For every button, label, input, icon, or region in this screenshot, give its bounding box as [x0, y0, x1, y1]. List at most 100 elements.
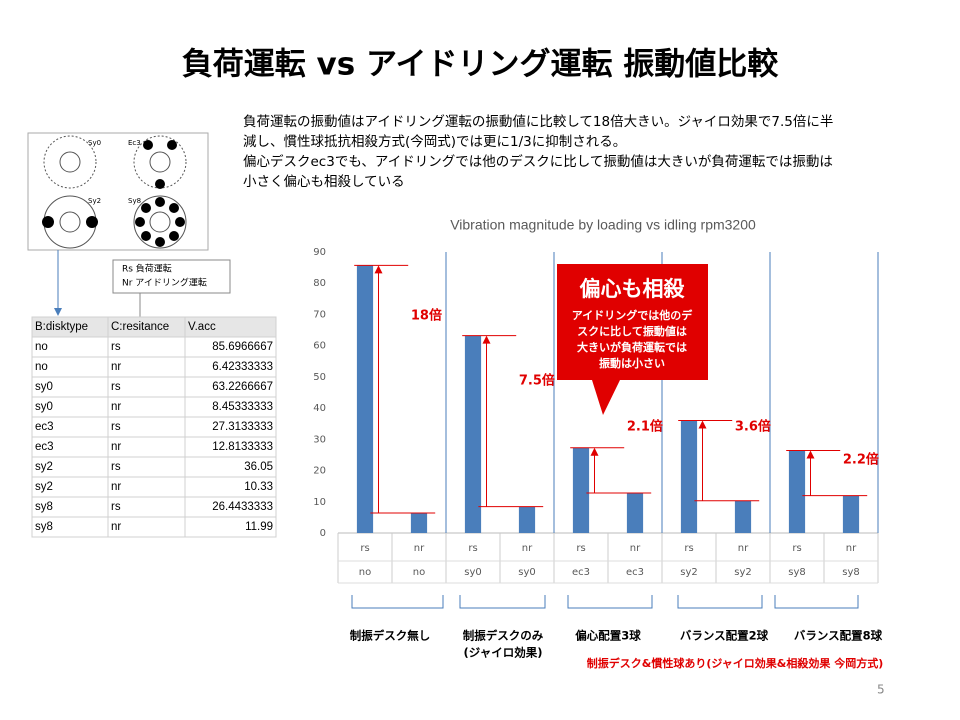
bar — [842, 495, 860, 533]
ratio-arrow-head — [698, 420, 707, 429]
disk-hole — [59, 151, 81, 173]
chart: 0 10 20 30 40 50 60 70 80 90 rs no nr no rs sy0 nr sy0 rs e… — [313, 247, 879, 584]
callout-text: 振動は小さい — [599, 356, 665, 370]
y-tick-label: 0 — [320, 528, 326, 539]
table-text: no — [35, 341, 48, 353]
description-line: 減し、慣性球抵抗相殺方式(今岡式)では更に1/3に抑制される。 — [243, 133, 626, 150]
x-group-label: ec3 — [626, 567, 644, 578]
table-text: sy2 — [35, 481, 53, 493]
x-group-label: sy2 — [734, 567, 752, 578]
description-line: 小さく偏心も相殺している — [243, 174, 405, 190]
x-group-label: no — [359, 567, 371, 578]
footer-note: 制振デスク&慣性球あり(ジャイロ効果&相殺効果 今岡方式) — [587, 656, 884, 670]
table-text: rs — [111, 421, 121, 433]
description-line: 偏心デスクec3でも、アイドリングでは他のデスクに比して振動値は大きいが負荷運転… — [243, 153, 833, 170]
group-label: バランス配置8球 — [794, 629, 883, 643]
table: B:disktype C:resitance V.acc no rs 85.6966667… — [31, 316, 277, 538]
group-brace — [459, 595, 546, 609]
disk-hole — [149, 211, 171, 233]
table-text: 26.4433333 — [212, 501, 273, 513]
table-text: nr — [111, 361, 121, 373]
ball — [135, 217, 145, 227]
ball — [143, 140, 153, 150]
table-text: 36.05 — [244, 461, 273, 473]
table-text: 12.8133333 — [212, 441, 273, 453]
bar — [518, 506, 536, 533]
disk-label: Sy2 — [88, 197, 101, 205]
ratio-label: 2.1倍 — [627, 419, 663, 435]
disk-label: Sy8 — [128, 197, 141, 205]
x-group-label: sy8 — [842, 567, 860, 578]
slide-title: 負荷運転 vs アイドリング運転 振動値比較 — [182, 47, 779, 83]
ball — [167, 140, 177, 150]
group-brace — [351, 595, 444, 609]
group-label: 偏心配置3球 — [575, 629, 641, 643]
bar — [626, 492, 644, 533]
x-group-label: sy0 — [518, 567, 536, 578]
x-group-label: ec3 — [572, 567, 590, 578]
ratio-label: 3.6倍 — [735, 419, 771, 435]
table-text: B:disktype — [35, 321, 88, 333]
ball — [141, 231, 151, 241]
group-brace — [677, 595, 763, 609]
table-text: nr — [111, 481, 121, 493]
bar — [572, 447, 590, 533]
group-label: バランス配置2球 — [680, 629, 769, 643]
ball — [42, 216, 54, 228]
x-group-label: sy2 — [680, 567, 698, 578]
bar — [734, 500, 752, 533]
table-text: nr — [111, 521, 121, 533]
ball — [169, 231, 179, 241]
table-text: sy2 — [35, 461, 53, 473]
callout-box — [557, 264, 708, 380]
ball — [155, 197, 165, 207]
table-text: 6.42333333 — [212, 361, 273, 373]
bar — [410, 512, 428, 533]
y-tick-label: 20 — [313, 466, 326, 477]
table-text: ec3 — [35, 421, 54, 433]
group-brace — [774, 595, 859, 609]
ball — [155, 179, 165, 189]
disk-hole — [59, 211, 81, 233]
ratio-label: 2.2倍 — [843, 452, 879, 468]
x-tick-label: rs — [684, 543, 693, 554]
x-tick-label: nr — [414, 543, 425, 554]
ball — [86, 216, 98, 228]
ball — [155, 237, 165, 247]
group-brace — [567, 595, 653, 609]
ratio-arrow-head — [374, 265, 383, 274]
callout-text: アイドリングでは他のデ — [572, 308, 693, 322]
y-tick-label: 80 — [313, 278, 326, 289]
x-group-label: sy0 — [464, 567, 482, 578]
disk — [133, 195, 187, 249]
table-text: 10.33 — [244, 481, 273, 493]
table-text: 27.3133333 — [212, 421, 273, 433]
disk-label: Ec3 — [128, 139, 141, 147]
description-line: 負荷運転の振動値はアイドリング運転の振動値に比較して18倍大きい。ジャイロ効果で… — [243, 114, 833, 130]
group-label: 制振デスク無し — [350, 629, 431, 643]
group-label: 制振デスクのみ — [463, 629, 544, 643]
x-tick-label: rs — [468, 543, 477, 554]
callout-title: 偏心も相殺 — [580, 277, 686, 301]
x-tick-label: rs — [360, 543, 369, 554]
x-tick-label: nr — [738, 543, 749, 554]
table-text: sy8 — [35, 521, 53, 533]
table-text: 8.45333333 — [212, 401, 273, 413]
table-text: rs — [111, 381, 121, 393]
y-tick-label: 30 — [313, 434, 326, 445]
callout-text: スクに比して振動値は — [577, 324, 687, 338]
table-text: sy8 — [35, 501, 53, 513]
note-text: Rs 負荷運転 — [122, 263, 172, 275]
disk-hole — [149, 151, 171, 173]
ball — [169, 203, 179, 213]
ratio-arrow-head — [590, 447, 599, 456]
group-label: (ジャイロ効果) — [464, 646, 543, 660]
y-tick-label: 60 — [313, 341, 326, 352]
disk-label: Sy0 — [88, 139, 101, 147]
x-tick-label: rs — [576, 543, 585, 554]
table-text: ec3 — [35, 441, 54, 453]
x-tick-label: nr — [630, 543, 641, 554]
table-text: 11.99 — [245, 521, 273, 533]
callout-text: 大きいが負荷運転では — [577, 340, 687, 354]
